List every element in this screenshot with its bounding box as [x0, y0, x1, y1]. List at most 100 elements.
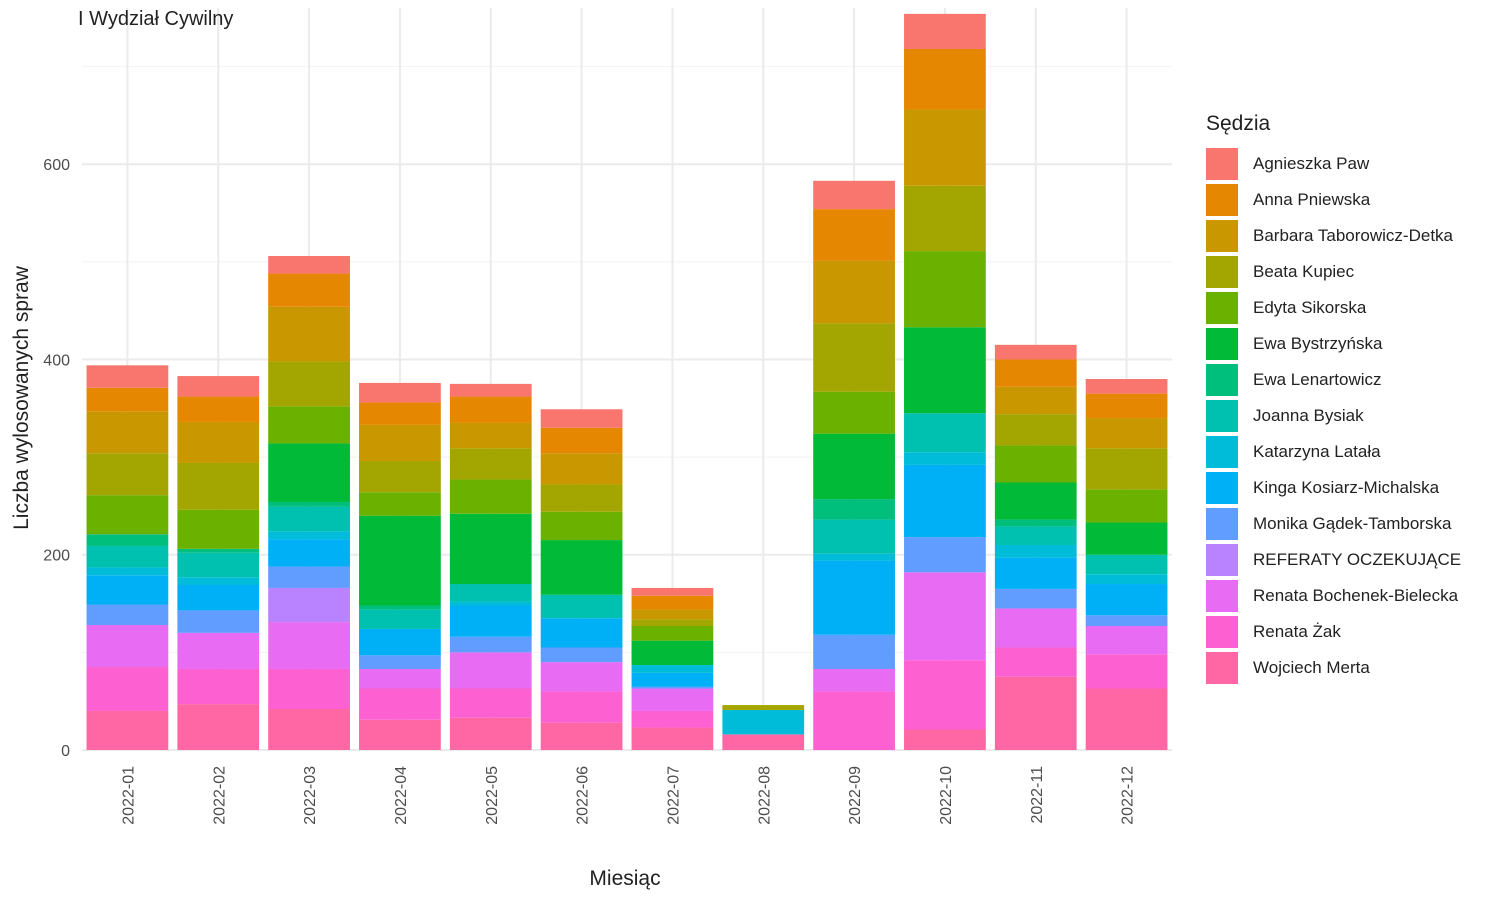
bar-segment — [268, 708, 350, 750]
bar-segment — [177, 585, 260, 611]
bar-segment — [813, 519, 895, 554]
legend-label: Kinga Kosiarz-Michalska — [1253, 478, 1440, 497]
bar-segment — [1085, 448, 1168, 490]
y-tick-label: 200 — [43, 548, 70, 565]
legend-label: Katarzyna Latała — [1253, 442, 1381, 461]
bar-segment — [449, 513, 532, 585]
legend-label: Wojciech Merta — [1253, 658, 1370, 677]
legend-key-swatch — [1206, 616, 1238, 648]
bar-segment — [540, 540, 623, 595]
legend-item: Edyta Sikorska — [1206, 290, 1461, 326]
bar-segment — [722, 734, 805, 750]
bar-segment — [449, 396, 532, 423]
bar-segment — [359, 655, 441, 669]
bar-segment — [631, 672, 714, 687]
bar-segment — [86, 545, 169, 568]
y-tick-label: 400 — [43, 352, 70, 369]
y-tick-label: 0 — [61, 743, 70, 760]
bar-segment — [813, 209, 895, 261]
bar-segment — [631, 688, 714, 711]
bar-segment — [268, 306, 350, 362]
bar-segment — [359, 609, 441, 629]
bar-segment — [994, 414, 1077, 446]
bar-segment — [540, 647, 623, 663]
bar-segment — [904, 185, 986, 252]
x-tick-label: 2022-10 — [938, 766, 955, 825]
bar-segment — [86, 387, 169, 412]
bar-segment — [631, 587, 714, 596]
bar-segment — [268, 273, 350, 307]
bar-segment — [268, 668, 350, 709]
bar-segment — [268, 566, 350, 588]
bar-segment — [631, 595, 714, 610]
legend-label: Renata Bochenek-Bielecka — [1253, 586, 1459, 605]
legend-label: Ewa Bystrzyńska — [1253, 334, 1383, 353]
x-axis: 2022-01 2022-02 2022-03 2022-04 2022-05 2022-… — [120, 766, 1136, 825]
bar-segment — [268, 531, 350, 540]
legend-key-swatch — [1206, 364, 1238, 396]
bar-segment — [994, 608, 1077, 648]
bar-segment — [177, 548, 260, 553]
legend-item: Renata Bochenek-Bielecka — [1206, 578, 1461, 614]
bar-segment — [1085, 393, 1168, 419]
bar-segment — [722, 709, 805, 735]
bar-segment — [904, 327, 986, 414]
legend-label: Monika Gądek-Tamborska — [1253, 514, 1452, 533]
bar-segment — [1085, 418, 1168, 449]
bar-segment — [1085, 626, 1168, 655]
legend: Sędzia Agnieszka Paw Anna Pniewska Barbara… — [1206, 112, 1461, 686]
bar-segment — [631, 626, 714, 641]
x-tick-label: 2022-08 — [756, 766, 773, 825]
bar-segment — [813, 260, 895, 324]
bar-segment — [86, 625, 169, 668]
bar-segment — [994, 544, 1077, 558]
x-tick-label: 2022-04 — [393, 766, 410, 825]
bar-segment — [359, 628, 441, 656]
legend-label: Beata Kupiec — [1253, 262, 1355, 281]
bar-segment — [813, 668, 895, 692]
bar-segment — [1085, 554, 1168, 575]
legend-key-swatch — [1206, 328, 1238, 360]
bar-segment — [813, 180, 895, 210]
bar-segment — [268, 443, 350, 503]
legend-key-swatch — [1206, 544, 1238, 576]
x-tick-label: 2022-01 — [120, 766, 137, 825]
bar-segment — [904, 413, 986, 453]
bar-segment — [359, 688, 441, 720]
x-tick-label: 2022-03 — [302, 766, 319, 825]
bar-segment — [359, 382, 441, 403]
bar-segment — [813, 560, 895, 635]
legend-item: REFERATY OCZEKUJĄCE — [1206, 542, 1461, 578]
bar-segment — [994, 676, 1077, 750]
legend-item: Barbara Taborowicz-Detka — [1206, 218, 1461, 254]
bar-segment — [86, 453, 169, 496]
legend-item: Anna Pniewska — [1206, 182, 1461, 218]
x-tick-label: 2022-02 — [211, 766, 228, 825]
bar-segment — [177, 704, 260, 750]
bar-segment — [813, 691, 895, 750]
bar-segment — [540, 722, 623, 750]
bar-segment — [86, 534, 169, 546]
bar-segment — [86, 495, 169, 535]
x-tick-label: 2022-06 — [575, 766, 592, 825]
bar-segment — [540, 453, 623, 485]
legend-label: Ewa Lenartowicz — [1253, 370, 1382, 389]
bar-segment — [540, 427, 623, 454]
bar-segment — [268, 622, 350, 669]
legend-item: Joanna Bysiak — [1206, 398, 1461, 434]
bar-segment — [631, 710, 714, 728]
bar-segment — [1085, 489, 1168, 523]
legend-key-swatch — [1206, 256, 1238, 288]
bar-segment — [813, 433, 895, 500]
bar-segment — [813, 391, 895, 434]
bar-segment — [904, 49, 986, 110]
bar-segment — [813, 553, 895, 561]
bar-segment — [813, 499, 895, 520]
x-tick-label: 2022-05 — [484, 766, 501, 825]
x-axis-title: Miesiąc — [589, 867, 660, 890]
legend-key-swatch — [1206, 652, 1238, 684]
legend-item: Ewa Bystrzyńska — [1206, 326, 1461, 362]
bar-segment — [540, 594, 623, 619]
bar-segment — [631, 727, 714, 750]
bar-segment — [86, 567, 169, 576]
